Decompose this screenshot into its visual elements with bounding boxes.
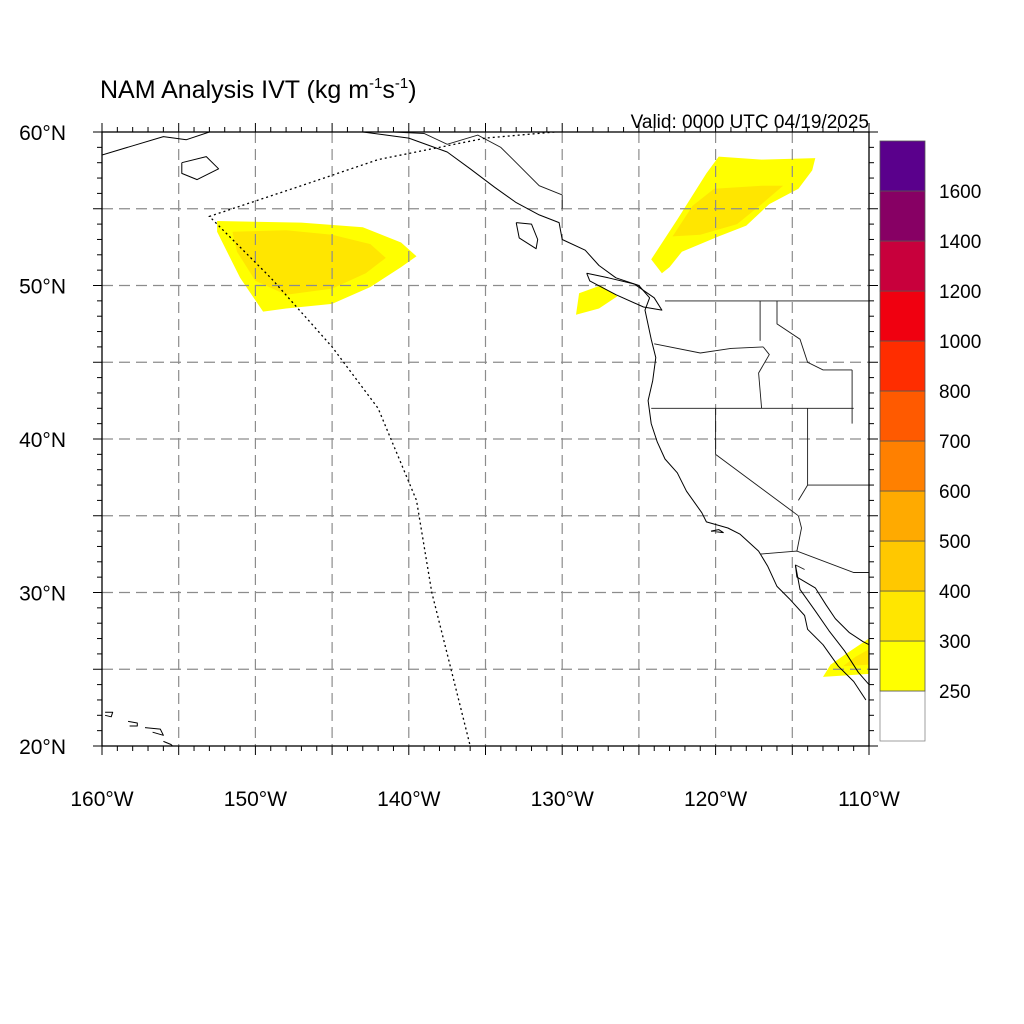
colorbar-box xyxy=(879,490,926,542)
alaska-canada-border xyxy=(393,132,563,209)
axis-ticks xyxy=(93,123,878,755)
colorbar-box xyxy=(879,190,926,242)
colorbar-box xyxy=(879,240,926,292)
hawaii-niihau-kauai xyxy=(104,711,114,718)
colorbar-label: 800 xyxy=(939,382,971,403)
lon-tick-label: 140°W xyxy=(377,788,440,811)
map-title: NAM Analysis IVT (kg m-1s-1) xyxy=(100,75,417,104)
colorbar-box xyxy=(879,390,926,442)
coastlines-layer xyxy=(102,132,869,746)
colorbar-label: 300 xyxy=(939,632,971,653)
colorbar-label: 1400 xyxy=(939,232,981,253)
colorbar-label: 250 xyxy=(939,682,971,703)
nevada-utah-border xyxy=(798,408,809,501)
lat-tick-label: 30°N xyxy=(19,583,66,606)
colorbar-box xyxy=(879,640,926,692)
colorbar-label: 1600 xyxy=(939,182,981,203)
colorbar-below-box xyxy=(879,690,926,742)
gulf-california-plume-core xyxy=(842,649,869,667)
lat-tick-label: 50°N xyxy=(19,276,66,299)
vancouver-island-plume xyxy=(576,285,618,315)
lon-tick-label: 130°W xyxy=(531,788,594,811)
latitude-labels: 20°N 30°N 40°N 50°N 60°N xyxy=(19,122,66,759)
lat-tick-label: 20°N xyxy=(19,736,66,759)
us-mexico-border xyxy=(760,550,869,573)
colorbar-label: 600 xyxy=(939,482,971,503)
hawaii-oahu xyxy=(128,720,138,727)
lon-tick-label: 150°W xyxy=(224,788,287,811)
gridlines xyxy=(102,132,869,746)
hawaii-molokai-maui xyxy=(144,727,164,736)
lon-tick-label: 160°W xyxy=(70,788,133,811)
longitude-labels: 160°W 150°W 140°W 130°W 120°W 110°W xyxy=(70,788,900,811)
north-america-west-coast xyxy=(286,132,867,701)
colorbar-label: 1200 xyxy=(939,282,981,303)
colorbar-label: 400 xyxy=(939,582,971,603)
colorbar-label: 700 xyxy=(939,432,971,453)
colorbar-box xyxy=(879,440,926,492)
washington-oregon-border xyxy=(654,343,764,354)
channel-islands xyxy=(710,529,724,534)
northeast-pacific-plume-core xyxy=(232,230,386,295)
haida-gwaii xyxy=(515,222,539,250)
ivt-shading-layer xyxy=(217,156,869,677)
colorbar-box xyxy=(879,140,926,192)
colorbar-label: 1000 xyxy=(939,332,981,353)
map-plot-area xyxy=(102,132,869,746)
borders-layer xyxy=(393,132,869,573)
hawaii-big-island xyxy=(163,740,174,746)
idaho-montana-border xyxy=(776,300,853,371)
baja-east-coast xyxy=(794,564,869,685)
gulf-of-california-east-coast xyxy=(794,564,869,646)
lat-tick-label: 40°N xyxy=(19,429,66,452)
colorbar-box xyxy=(879,540,926,592)
oregon-idaho-border xyxy=(758,346,770,409)
gulf-california-plume xyxy=(823,638,869,677)
california-nevada-border xyxy=(715,408,799,517)
alaska-peninsula xyxy=(102,132,210,156)
colorbar-label: 500 xyxy=(939,532,971,553)
colorbar-box xyxy=(879,340,926,392)
domain-boundary-line xyxy=(208,132,555,746)
lon-tick-label: 110°W xyxy=(838,788,900,811)
bc-interior-plume-core xyxy=(672,185,784,237)
colorbar-box xyxy=(879,590,926,642)
sonora-baja-border xyxy=(795,564,805,570)
valid-time-label: Valid: 0000 UTC 04/19/2025 xyxy=(631,112,869,133)
vancouver-island xyxy=(586,272,663,311)
lon-tick-label: 120°W xyxy=(684,788,747,811)
lat-tick-label: 60°N xyxy=(19,122,66,145)
colorbar-box xyxy=(879,290,926,342)
kodiak-island xyxy=(181,156,220,181)
colorbar: 250 300 400 500 600 700 800 1000 1200 1400 1600 xyxy=(879,140,981,742)
arizona-california-border xyxy=(796,515,802,552)
